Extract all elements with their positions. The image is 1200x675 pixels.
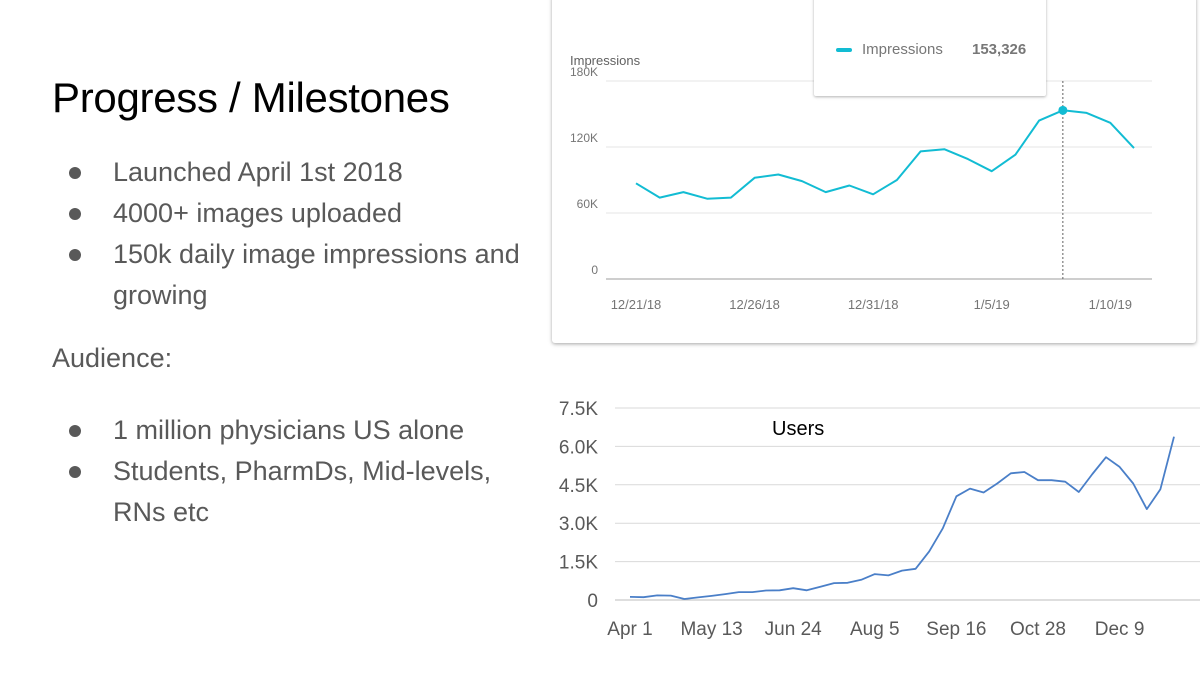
- y-tick-label: 1.5K: [559, 553, 598, 574]
- y-tick-label: 0: [587, 591, 598, 612]
- y-tick-label: 180K: [570, 65, 598, 79]
- y-tick-label: 60K: [577, 197, 598, 211]
- y-axis-title: Impressions: [570, 53, 641, 68]
- users-chart[interactable]: 0 1.5K 3.0K 4.5K 6.0K 7.5K Apr 1 May 13 Jun 24 Au…: [552, 380, 1200, 675]
- audience-item: Students, PharmDs, Mid-levels, RNs etc: [68, 451, 528, 533]
- users-series-line: [629, 436, 1175, 600]
- chart-title: Users: [772, 418, 824, 440]
- milestones-list: Launched April 1st 2018 4000+ images upl…: [68, 152, 528, 316]
- milestone-item: 4000+ images uploaded: [68, 193, 528, 234]
- x-tick-label: Oct 28: [1010, 619, 1066, 640]
- milestone-item: 150k daily image impressions and growing: [68, 234, 528, 316]
- y-tick-label: 3.0K: [559, 514, 598, 535]
- impressions-chart[interactable]: Impressions 0 60K 120K 180K 12/21/18 12/26/18 1…: [552, 0, 1196, 343]
- x-tick-label: 12/31/18: [848, 297, 899, 312]
- x-tick-label: Jun 24: [765, 619, 822, 640]
- y-tick-label: 0: [591, 263, 598, 277]
- x-tick-label: Apr 1: [607, 619, 652, 640]
- x-tick-label: Sep 16: [926, 619, 986, 640]
- impressions-chart-card: Impressions 0 60K 120K 180K 12/21/18 12/26/18 1…: [552, 0, 1196, 343]
- impressions-tooltip: Impressions 153,326: [814, 0, 1046, 96]
- y-tick-label: 4.5K: [559, 476, 598, 497]
- y-tick-label: 120K: [570, 131, 598, 145]
- legend-swatch: [836, 48, 852, 52]
- milestone-item: Launched April 1st 2018: [68, 152, 528, 193]
- x-tick-label: Aug 5: [850, 619, 900, 640]
- x-tick-label: 1/5/19: [974, 297, 1010, 312]
- impressions-series-line: [635, 109, 1135, 200]
- x-tick-label: 12/26/18: [729, 297, 780, 312]
- audience-item: 1 million physicians US alone: [68, 410, 528, 451]
- x-tick-label: May 13: [680, 619, 742, 640]
- audience-heading: Audience:: [52, 343, 173, 373]
- y-tick-label: 6.0K: [559, 437, 598, 458]
- audience-list: 1 million physicians US alone Students, …: [68, 410, 528, 533]
- x-tick-label: Dec 9: [1095, 619, 1145, 640]
- tooltip-series-name: Impressions: [862, 41, 943, 58]
- y-tick-label: 7.5K: [559, 399, 598, 420]
- highlighted-data-point: [1058, 105, 1068, 115]
- x-tick-label: 1/10/19: [1089, 297, 1132, 312]
- slide-title: Progress / Milestones: [52, 74, 450, 121]
- x-tick-label: 12/21/18: [611, 297, 662, 312]
- tooltip-value: 153,326: [972, 41, 1027, 58]
